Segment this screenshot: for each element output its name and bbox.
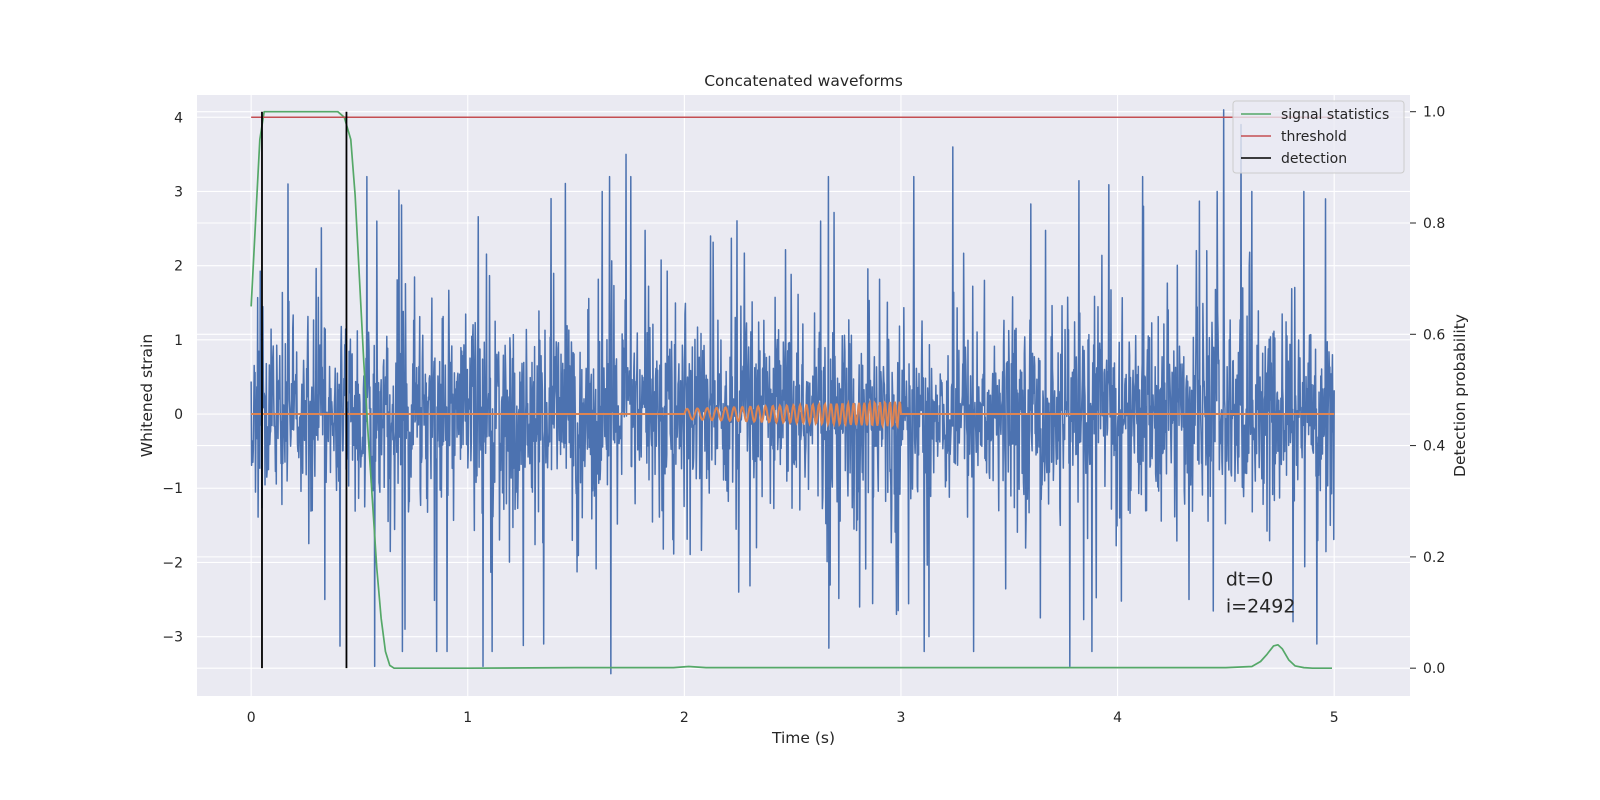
y-right-tick-label: 0.0	[1423, 661, 1445, 677]
y-right-tick-label: 1.0	[1423, 105, 1445, 121]
legend-label-detection: detection	[1281, 151, 1347, 167]
legend: signal statistics threshold detection	[1232, 100, 1405, 174]
x-tick-label: 5	[1330, 710, 1339, 726]
y-tick-label: −2	[162, 555, 183, 571]
y-tick-label: 3	[174, 184, 183, 200]
x-tick-label: 0	[247, 710, 256, 726]
legend-box	[1232, 100, 1405, 174]
x-tick-label: 2	[680, 710, 689, 726]
y-right-tick-label: 0.2	[1423, 550, 1445, 566]
y-tick-label: −3	[162, 630, 183, 646]
legend-label-threshold: threshold	[1281, 129, 1347, 145]
y-tick-label: 1	[174, 333, 183, 349]
y-tick-label: −1	[162, 481, 183, 497]
y-right-tick-label: 0.6	[1423, 327, 1445, 343]
signal-statistics-line	[250, 110, 1333, 670]
x-axis-label: Time (s)	[771, 729, 835, 747]
template-line	[251, 399, 1335, 430]
annotation-index: i=2492	[1226, 596, 1296, 618]
y-right-tick-label: 0.8	[1423, 216, 1445, 232]
strain-line	[250, 109, 1335, 675]
y-tick-label: 0	[174, 407, 183, 423]
template-series	[251, 399, 1335, 430]
annotation: dt=0 i=2492	[1226, 569, 1296, 618]
y-tick-label: 2	[174, 259, 183, 275]
chart-title: Concatenated waveforms	[704, 72, 903, 90]
legend-label-signal-statistics: signal statistics	[1281, 107, 1389, 123]
annotation-dt: dt=0	[1226, 569, 1274, 591]
probability-series	[250, 110, 1335, 670]
ticks: 0 1 2 3 4 5 −3 −2 −1 0 1 2 3 4 0.0 0.2 0.4 0.6 0.8 1.0	[162, 105, 1445, 726]
x-tick-label: 1	[463, 710, 472, 726]
x-tick-label: 4	[1113, 710, 1122, 726]
strain-series	[250, 109, 1335, 675]
y-axis-label: Whitened strain	[138, 334, 156, 457]
y-tick-label: 4	[174, 110, 183, 126]
y-right-tick-label: 0.4	[1423, 439, 1445, 455]
y-axis-label-right: Detection probability	[1451, 314, 1469, 477]
x-tick-label: 3	[897, 710, 906, 726]
